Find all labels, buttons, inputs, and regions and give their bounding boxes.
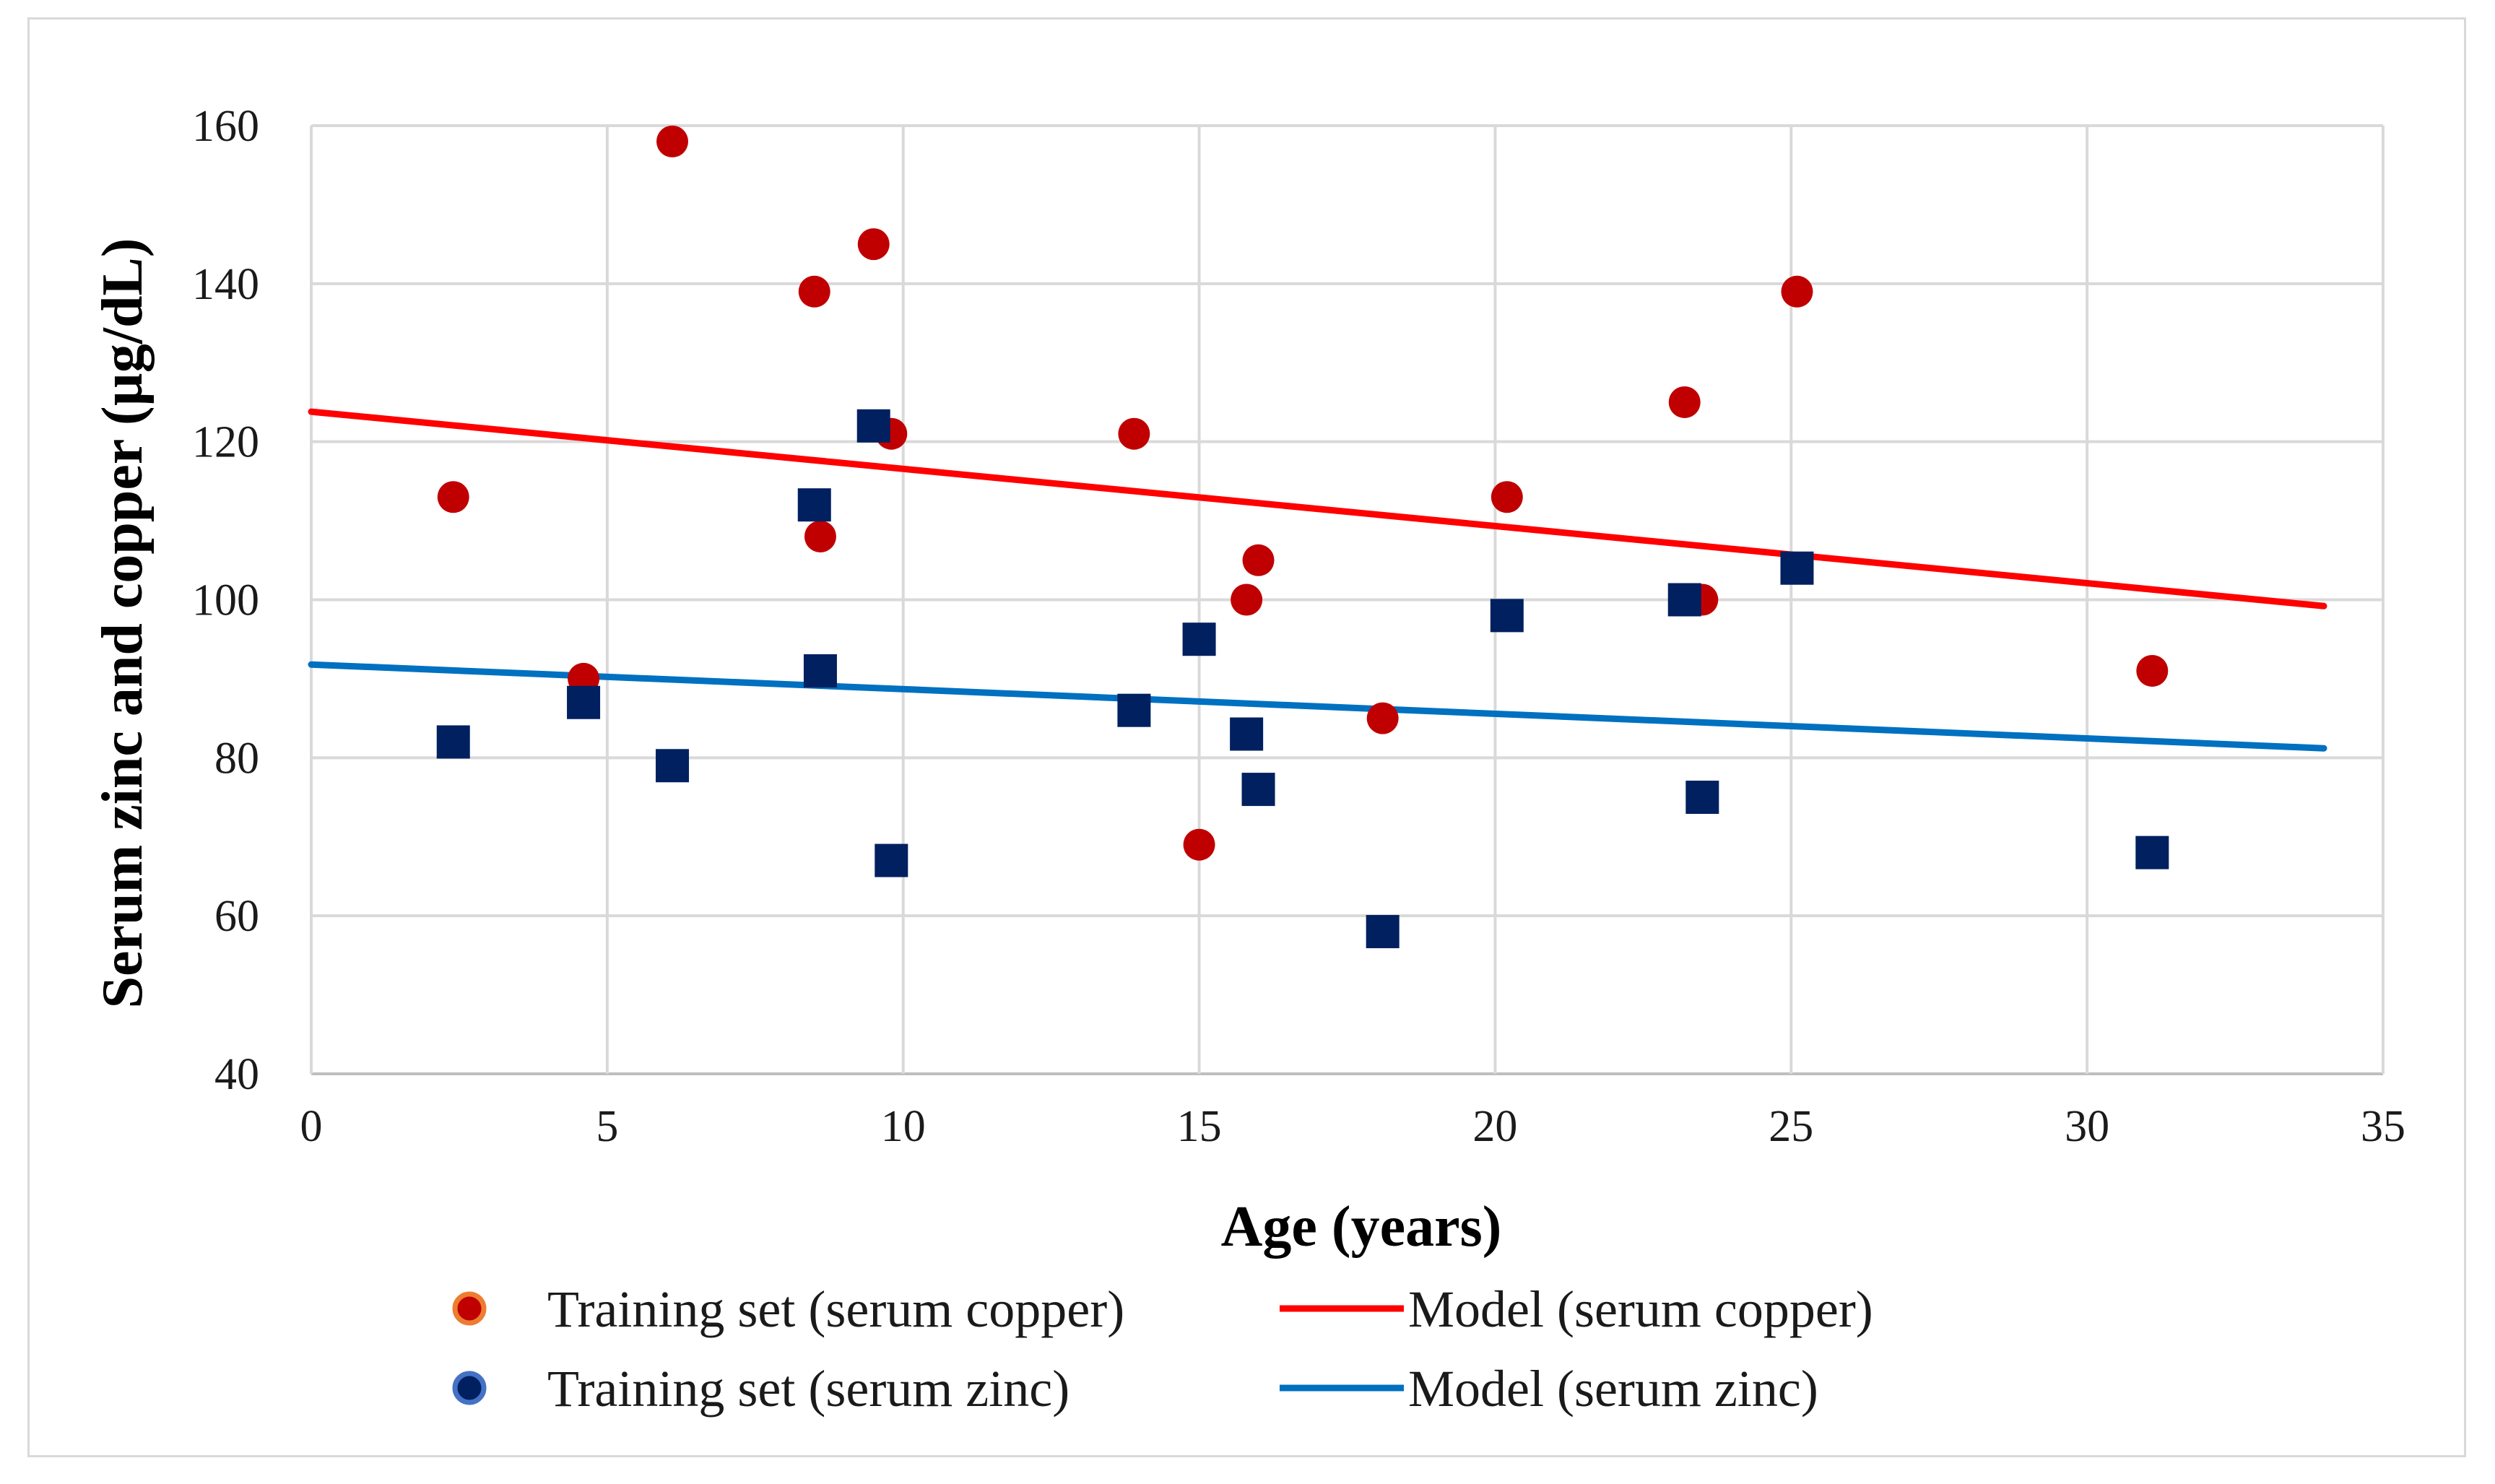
zinc-point-3 — [656, 749, 690, 783]
x-tick-label-35: 35 — [2361, 1102, 2405, 1151]
zinc-point-5 — [803, 654, 837, 687]
y-tick-label-40: 40 — [214, 1050, 259, 1099]
copper-point-13 — [1491, 481, 1523, 513]
copper-point-17 — [2136, 654, 2169, 687]
zinc-point-4 — [797, 488, 831, 522]
model-lines — [308, 408, 2327, 752]
zinc-point-13 — [1490, 599, 1524, 633]
axis-ticks: 40 60 80 100 120 140 160 0 5 10 15 20 25 30 35 — [192, 102, 2405, 1151]
copper-point-14 — [1668, 386, 1701, 418]
zinc-point-6 — [856, 409, 890, 443]
copper-point-10 — [1231, 583, 1263, 616]
copper-point-8 — [1118, 417, 1150, 450]
zinc-point-16 — [1780, 551, 1814, 585]
copper-point-1 — [437, 481, 469, 513]
y-tick-label-140: 140 — [192, 260, 259, 309]
gridlines — [310, 124, 2385, 1075]
x-tick-label-15: 15 — [1177, 1102, 1222, 1151]
y-tick-label-120: 120 — [192, 418, 259, 467]
zinc-point-15 — [1685, 781, 1719, 815]
copper-point-9 — [1183, 828, 1215, 861]
y-tick-label-160: 160 — [192, 102, 259, 151]
x-tick-label-10: 10 — [881, 1102, 926, 1151]
legend-marker-copper-points — [452, 1291, 487, 1326]
y-tick-label-100: 100 — [192, 576, 259, 625]
legend-marker-zinc-points — [452, 1371, 487, 1405]
legend-label-copper-model: Model (serum copper) — [1408, 1280, 1873, 1338]
copper-point-16 — [1781, 275, 1813, 308]
zinc-point-14 — [1667, 583, 1701, 617]
x-axis-title: Age (years) — [1221, 1195, 1502, 1259]
data-points — [436, 125, 2169, 949]
zinc-point-2 — [567, 685, 601, 719]
copper-point-11 — [1242, 544, 1275, 576]
y-tick-label-60: 60 — [214, 892, 259, 941]
zinc-point-7 — [875, 843, 908, 877]
x-tick-label-25: 25 — [1769, 1102, 1813, 1151]
legend: Training set (serum copper) Training set … — [452, 1280, 1873, 1418]
copper-point-5 — [804, 520, 836, 552]
zinc-point-8 — [1117, 693, 1151, 727]
y-axis-title: Serum zinc and copper (µg/dL) — [91, 238, 155, 1009]
zinc-point-11 — [1241, 773, 1275, 807]
zinc-point-9 — [1182, 622, 1216, 656]
legend-label-copper-points: Training set (serum copper) — [547, 1280, 1124, 1338]
copper-point-12 — [1366, 702, 1399, 734]
legend-label-zinc-points: Training set (serum zinc) — [547, 1360, 1069, 1418]
x-tick-label-30: 30 — [2065, 1102, 2109, 1151]
x-tick-label-0: 0 — [300, 1102, 323, 1151]
zinc-point-17 — [2135, 836, 2169, 869]
x-tick-label-5: 5 — [596, 1102, 618, 1151]
y-tick-label-80: 80 — [214, 734, 259, 783]
x-tick-label-20: 20 — [1472, 1102, 1517, 1151]
copper-point-3 — [656, 125, 689, 157]
model-line-1 — [308, 408, 2327, 609]
zinc-point-1 — [436, 725, 470, 759]
zinc-point-10 — [1230, 717, 1264, 751]
legend-label-zinc-model: Model (serum zinc) — [1408, 1360, 1818, 1418]
zinc-point-12 — [1366, 915, 1400, 949]
copper-point-6 — [857, 228, 890, 261]
model-line-2 — [308, 661, 2327, 752]
copper-point-4 — [798, 275, 830, 308]
